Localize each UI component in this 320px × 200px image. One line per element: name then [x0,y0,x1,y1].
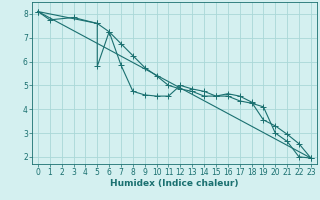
X-axis label: Humidex (Indice chaleur): Humidex (Indice chaleur) [110,179,239,188]
